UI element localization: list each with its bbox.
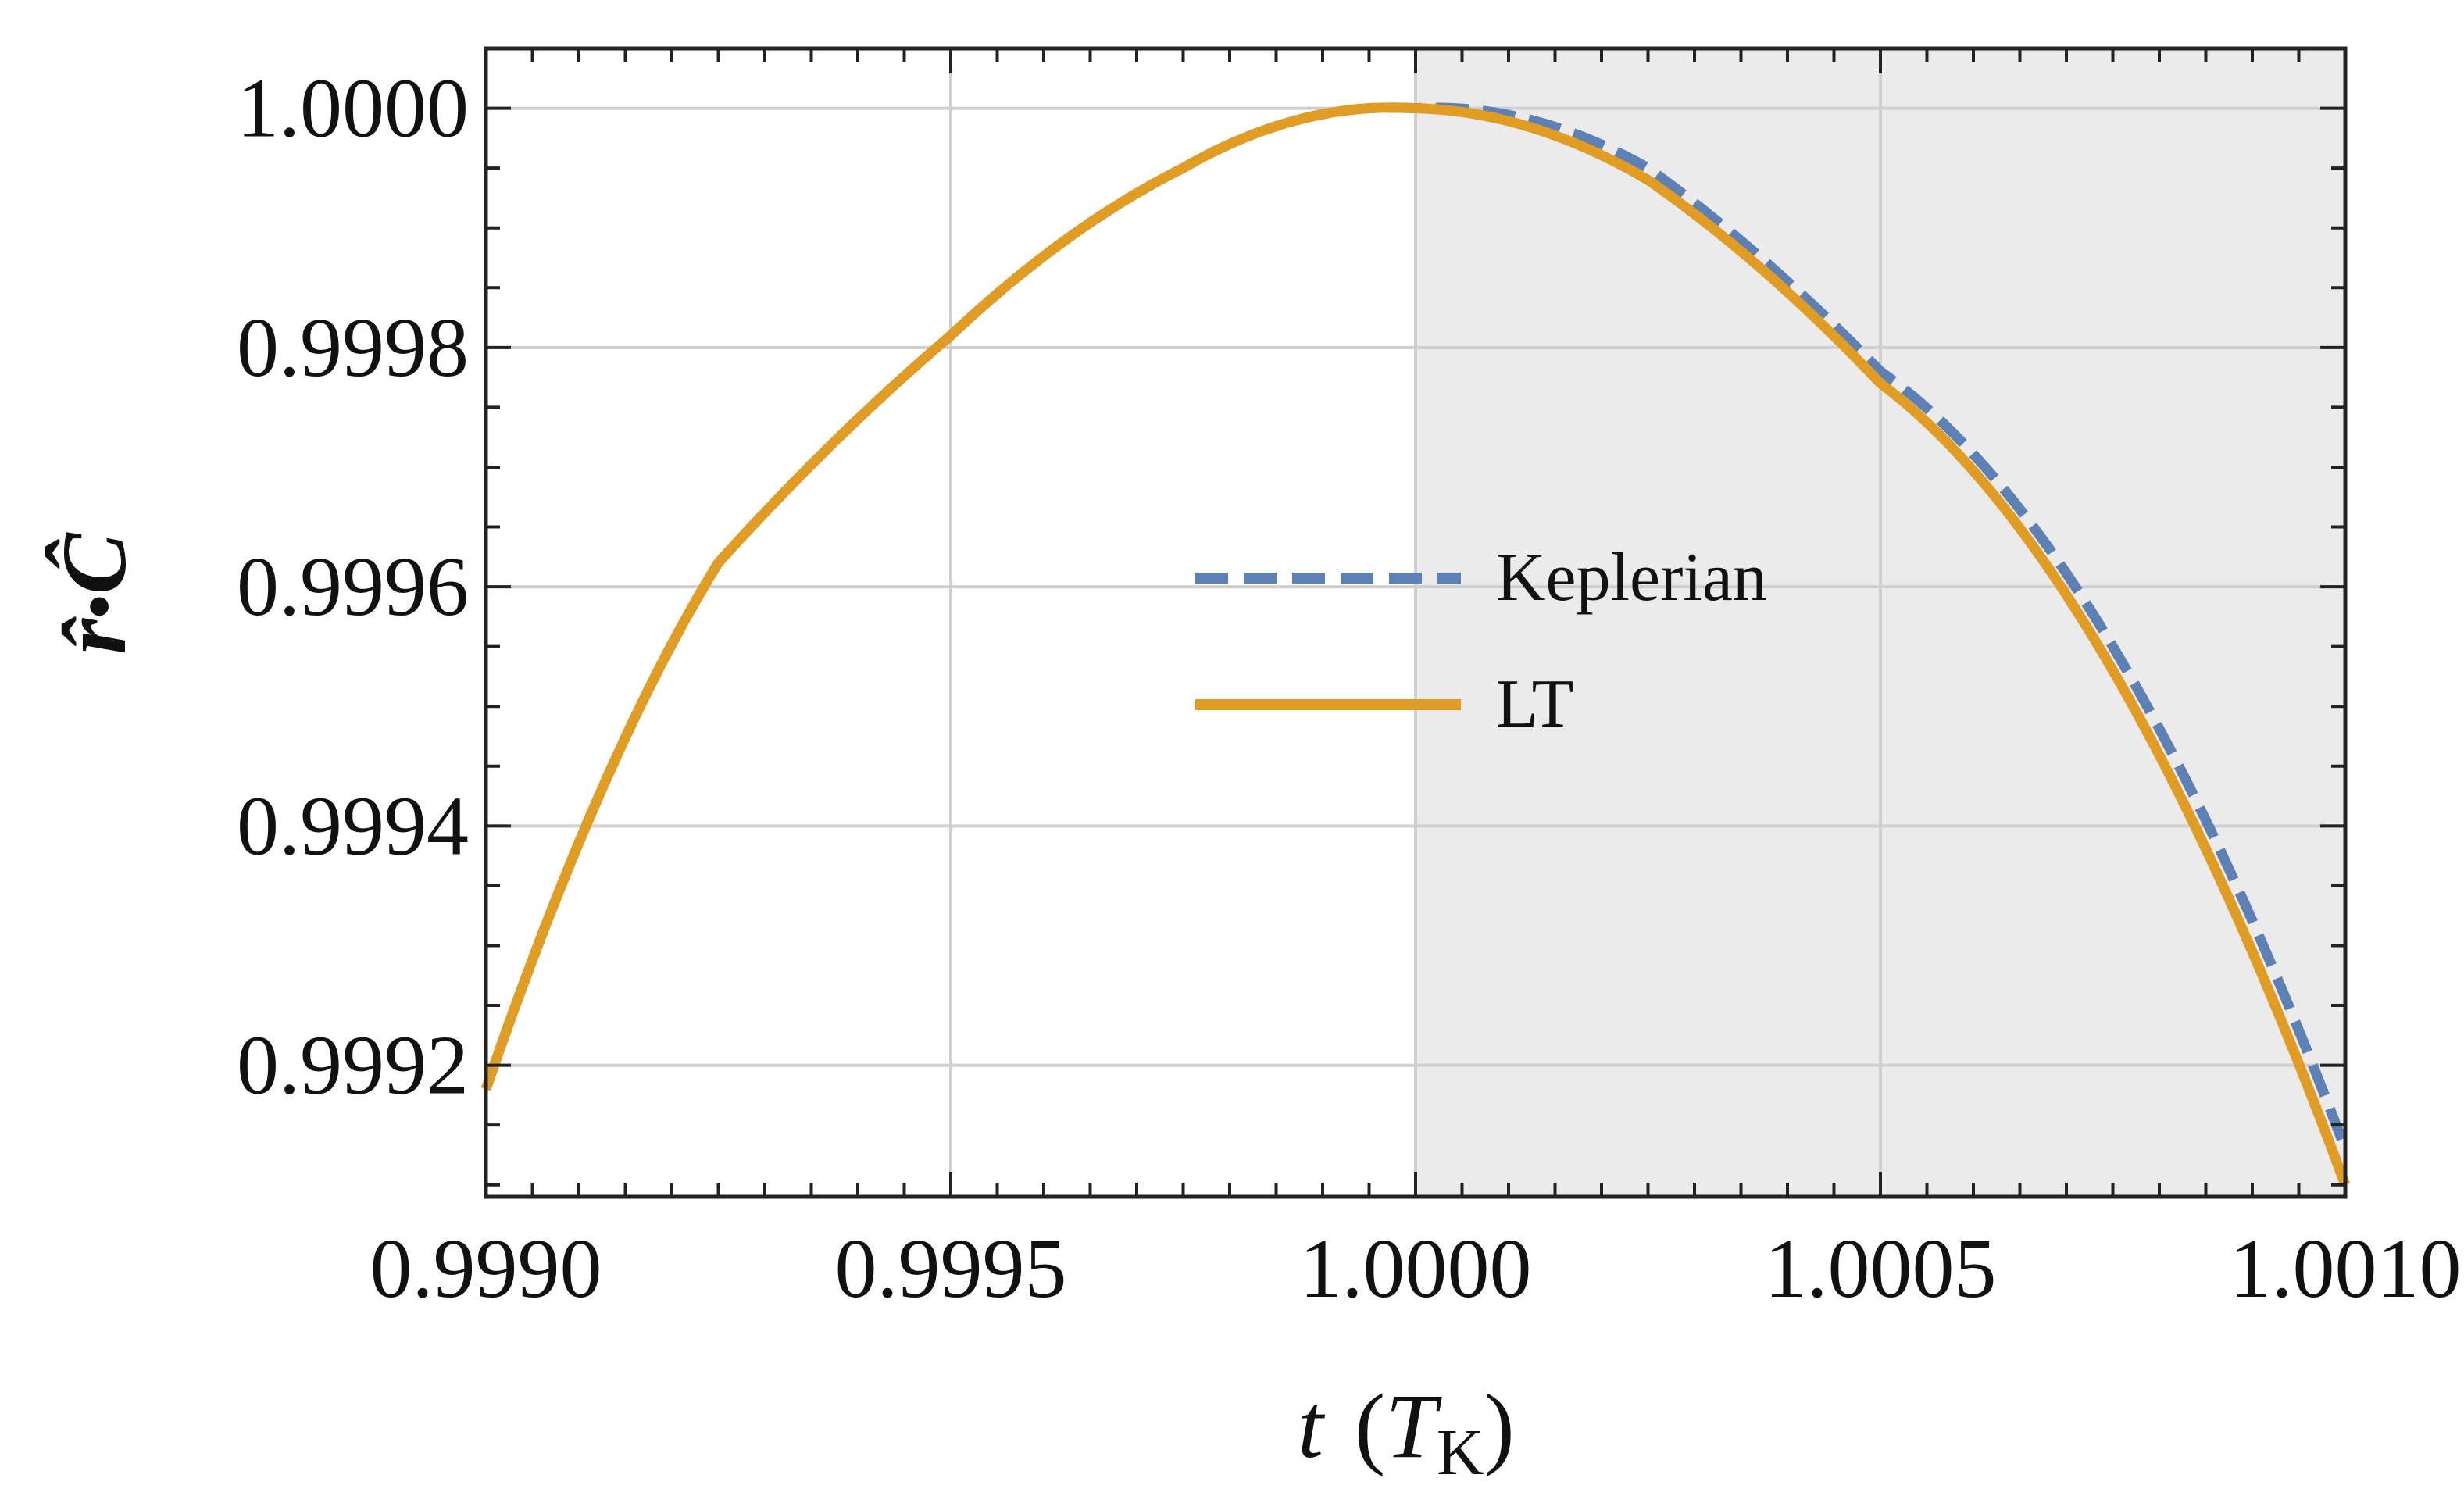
x-tick-label-0: 0.9990 <box>370 1223 602 1316</box>
y-tick-label-0: 0.9992 <box>237 1019 469 1112</box>
x-axis-title: t (TK) <box>1298 1375 1515 1489</box>
y-tick-label-3: 0.9998 <box>237 302 469 394</box>
x-axis-title-open-paren: ( <box>1355 1375 1385 1477</box>
x-axis-title-unit-sub: K <box>1437 1416 1484 1489</box>
series-layer <box>480 102 2351 1187</box>
y-tick-label-2: 0.9996 <box>237 541 469 634</box>
x-tick-label-3: 1.0005 <box>1765 1223 1997 1316</box>
y-tick-label-4: 1.0000 <box>237 62 469 155</box>
x-tick-label-2: 1.0000 <box>1300 1223 1532 1316</box>
legend: Keplerian LT <box>1195 540 1767 742</box>
series-line-lt <box>480 102 2351 1187</box>
label-layer: 0.9990 0.9995 1.0000 1.0005 1.0010 0.9992 0.99… <box>237 62 2462 1316</box>
x-axis-title-unit: T <box>1385 1375 1442 1477</box>
y-tick-label-1: 0.9994 <box>237 780 469 873</box>
y-axis-title: r̂•Ĉ <box>43 532 145 655</box>
x-tick-label-4: 1.0010 <box>2230 1223 2462 1316</box>
legend-label-lt: LT <box>1496 666 1573 742</box>
y-axis-title-c: Ĉ <box>43 532 145 594</box>
x-tick-label-1: 0.9995 <box>835 1223 1067 1316</box>
y-axis-title-r: r̂ <box>43 616 145 654</box>
x-axis-title-var: t <box>1298 1375 1326 1477</box>
frame-layer <box>484 46 2348 1199</box>
x-axis-title-close-paren: ) <box>1484 1375 1515 1477</box>
legend-label-keplerian: Keplerian <box>1496 540 1767 616</box>
y-axis-title-dot: • <box>62 594 137 619</box>
